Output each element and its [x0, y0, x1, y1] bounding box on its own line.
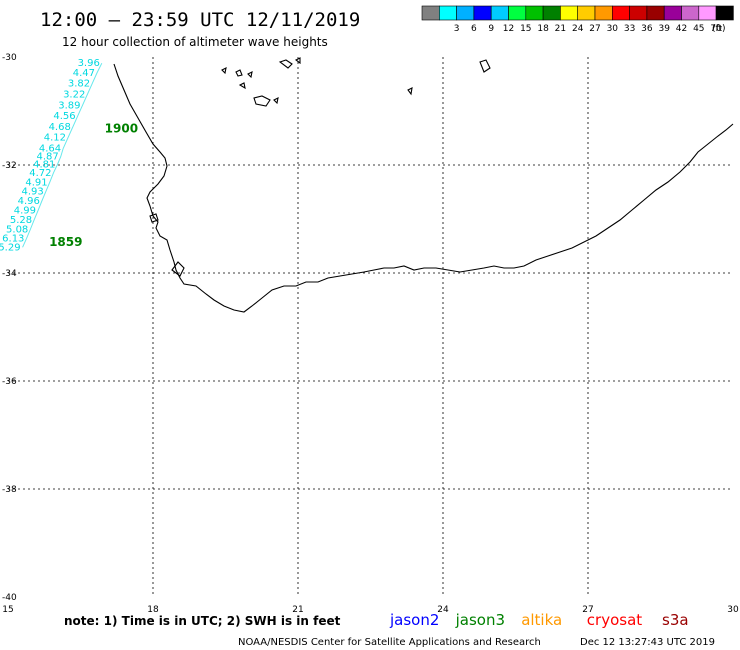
false-bay-inlet: [171, 261, 185, 277]
legend-label: 27: [589, 24, 600, 34]
lon-tick-label: 15: [2, 605, 13, 615]
legend-swatch: [438, 5, 457, 21]
satellite-track: 3.964.473.823.223.894.564.684.124.644.87…: [0, 58, 138, 253]
legend-swatch: [629, 5, 648, 21]
satellite-name: jason3: [455, 611, 505, 629]
wave-height-label: 5.08: [6, 225, 28, 236]
legend-label: 18: [537, 24, 549, 34]
satellite-name: altika: [521, 611, 562, 629]
pass-time-label: 1859: [49, 235, 82, 249]
wave-height-label: 4.47: [73, 68, 95, 79]
wave-height-label: 4.72: [29, 168, 51, 179]
axis-tick-labels: 15 18 21 24 27 30 -30 -32 -34 -36 -38 -40: [2, 53, 739, 615]
lon-tick-label: 18: [147, 605, 159, 615]
legend-label: 3: [454, 24, 460, 34]
legend-swatch: [594, 5, 613, 21]
legend-swatch: [663, 5, 682, 21]
legend-swatch: [525, 5, 544, 21]
timestamp: Dec 12 13:27:43 UTC 2019: [580, 637, 715, 648]
lon-tick-label: 21: [292, 605, 303, 615]
wave-height-label: 5.28: [10, 215, 32, 226]
satellite-name: jason2: [389, 611, 439, 629]
footer-note: note: 1) Time is in UTC; 2) SWH is in fe…: [64, 614, 341, 628]
legend-swatch: [456, 5, 475, 21]
pass-time-label: 1900: [105, 122, 138, 136]
lat-tick-label: -34: [2, 269, 17, 279]
islet-west: [149, 213, 159, 223]
lat-tick-label: -32: [2, 161, 17, 171]
wave-height-label: 4.81: [33, 160, 55, 171]
map-panel: 15 18 21 24 27 30-30-32-34-36-38-40 3.964.473…: [0, 53, 739, 615]
wave-height-label: 3.82: [68, 79, 90, 90]
legend-swatch: [421, 5, 440, 21]
legend-label: 21: [555, 24, 566, 34]
legend-label: 33: [624, 24, 635, 34]
legend-label: 15: [520, 24, 531, 34]
wave-height-label: 4.91: [25, 178, 47, 189]
lon-tick-label: 27: [582, 605, 593, 615]
page-subtitle: 12 hour collection of altimeter wave hei…: [62, 35, 328, 49]
lat-tick-label: -38: [2, 485, 17, 495]
wave-height-label: 4.87: [36, 152, 58, 163]
satellite-legend: jason2 jason3 altika cryosat s3a: [389, 611, 689, 629]
satellite-name: cryosat: [587, 611, 642, 629]
legend-swatch: [698, 5, 717, 21]
legend-swatch: [715, 5, 734, 21]
legend-label: 70: [710, 24, 722, 34]
page-title: 12:00 – 23:59 UTC 12/11/2019: [40, 9, 360, 31]
wave-height-label: 4.64: [39, 144, 61, 155]
legend-swatch: [473, 5, 492, 21]
wave-height-label: 5.29: [0, 242, 21, 253]
legend-swatch: [560, 5, 579, 21]
legend-label: 42: [676, 24, 687, 34]
lat-tick-label: -30: [2, 53, 17, 63]
wave-height-label: 6.13: [2, 234, 24, 245]
legend-label: 45: [693, 24, 704, 34]
lat-tick-label: -36: [2, 377, 17, 387]
south-africa-coastline: [113, 63, 734, 313]
wave-height-label: 4.12: [44, 133, 66, 144]
wave-height-label: 3.89: [58, 100, 80, 111]
lon-tick-label: 24: [437, 605, 449, 615]
wave-height-label: 4.99: [14, 206, 36, 217]
satellite-name: s3a: [662, 611, 689, 629]
wave-height-label: 3.96: [78, 58, 100, 69]
legend-label: 6: [471, 24, 477, 34]
lon-tick-label: 30: [727, 605, 739, 615]
lat-tick-label: -40: [2, 593, 17, 603]
wave-height-label: 4.68: [49, 122, 71, 133]
track-line: [22, 62, 103, 248]
legend-swatch: [542, 5, 561, 21]
wave-height-legend: 3 6 9 12 15 18 21 24 27 30 33 36 39 42 45 70(ft): [421, 5, 734, 34]
wave-height-label: 3.22: [63, 90, 85, 101]
legend-unit: (ft): [712, 24, 726, 34]
wave-height-label: 4.96: [18, 196, 40, 207]
wave-height-label: 4.93: [22, 187, 44, 198]
legend-swatch: [646, 5, 665, 21]
island-cluster-1: [221, 67, 253, 79]
graticule: [8, 57, 733, 597]
legend-swatch: [681, 5, 700, 21]
credit-line: NOAA/NESDIS Center for Satellite Applica…: [238, 637, 541, 648]
legend-swatch: [611, 5, 630, 21]
legend-label: 12: [503, 24, 514, 34]
wave-height-label: 4.56: [53, 111, 75, 122]
coastline: [113, 57, 734, 313]
legend-label: 36: [641, 24, 653, 34]
island-cluster-2: [238, 82, 279, 107]
legend-swatch: [490, 5, 509, 21]
island-cluster-4: [407, 59, 491, 96]
legend-label: 39: [658, 24, 670, 34]
island-cluster-3: [278, 57, 301, 69]
legend-label: 24: [572, 24, 584, 34]
legend-label: 30: [607, 24, 619, 34]
legend-swatch: [577, 5, 596, 21]
legend-swatch: [508, 5, 527, 21]
legend-label: 9: [488, 24, 494, 34]
